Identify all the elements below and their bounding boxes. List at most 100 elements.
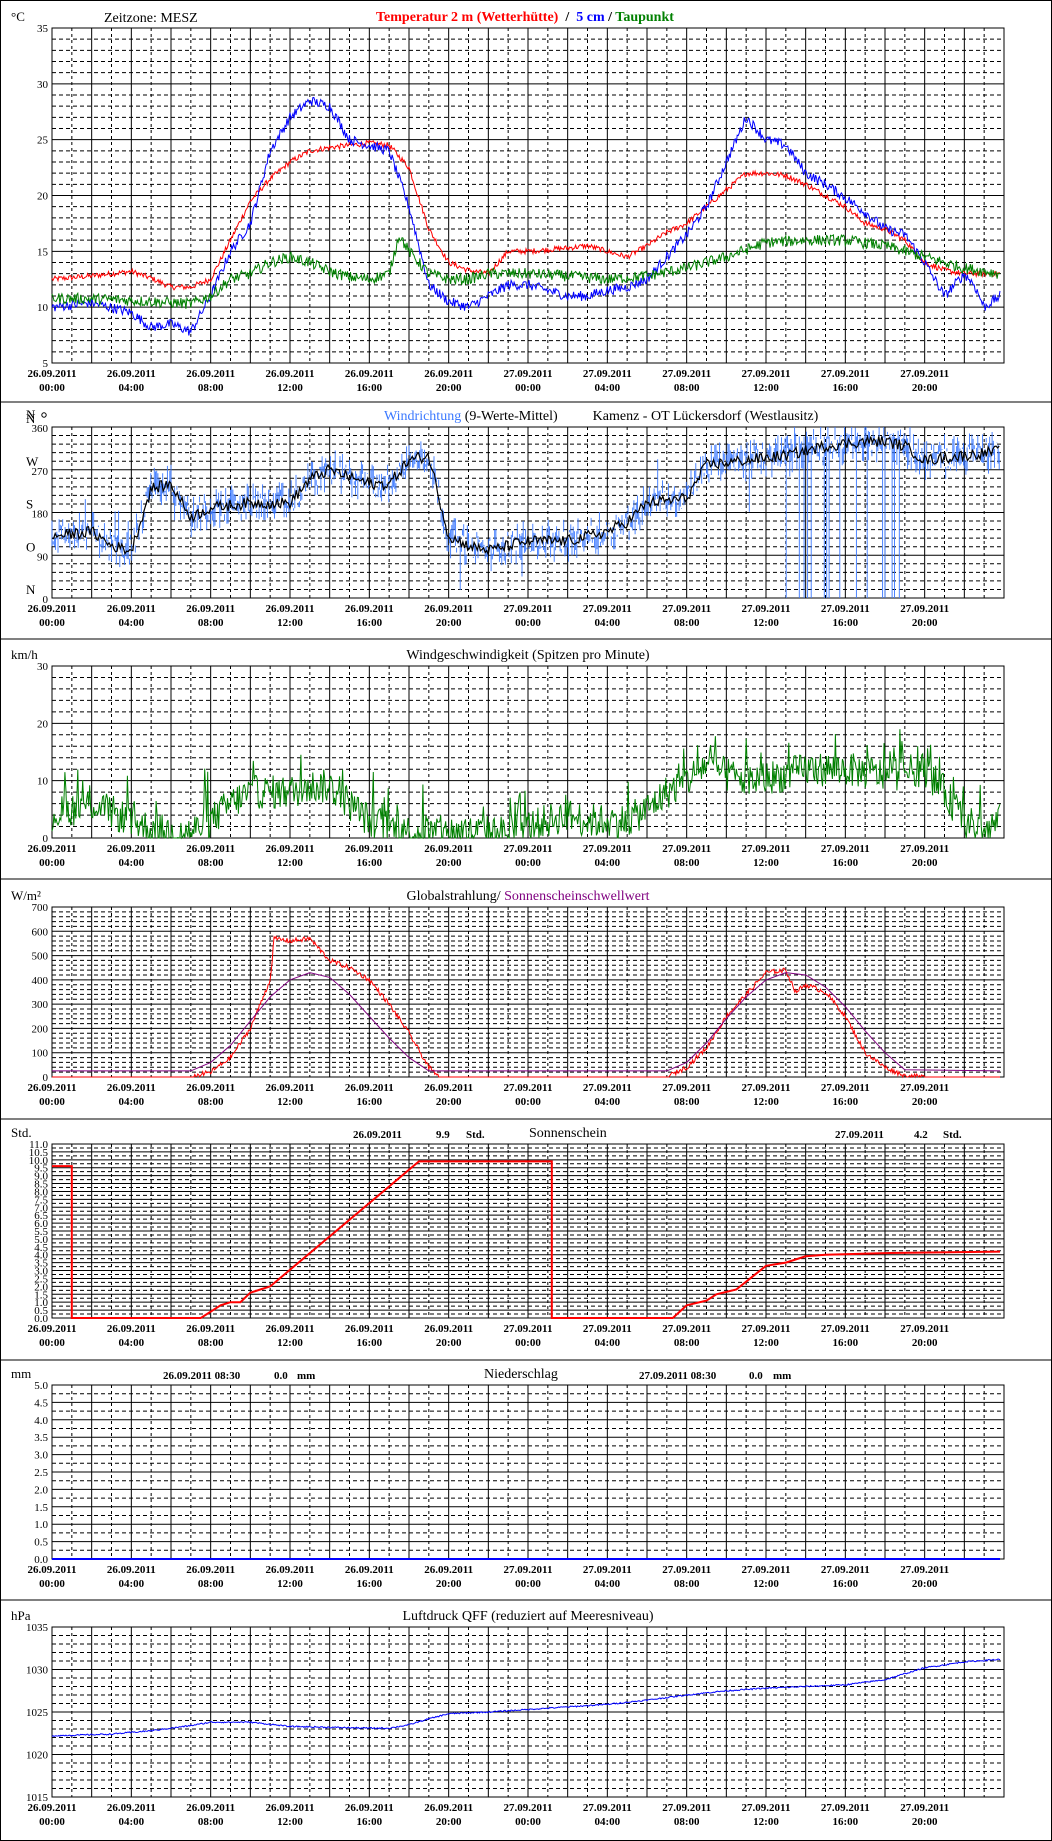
x-tick-time: 12:00 [753,617,779,629]
x-tick-time: 12:00 [277,1337,303,1349]
x-tick-time: 08:00 [198,1816,224,1828]
x-tick-time: 00:00 [515,617,541,629]
x-tick-date: 26.09.2011 [266,1802,315,1814]
y-tick-label: 4.5 [34,1397,48,1409]
x-tick-time: 08:00 [198,617,224,629]
north-label: N [26,407,36,422]
x-tick-time: 20:00 [912,382,938,394]
annotation-left: Std. [466,1129,485,1141]
x-tick-date: 27.09.2011 [742,1802,791,1814]
y-tick-label: 30 [37,79,49,91]
unit-label: °C [11,9,25,24]
x-tick-date: 27.09.2011 [662,1323,711,1335]
x-tick-date: 27.09.2011 [583,1323,632,1335]
x-tick-time: 04:00 [118,1337,144,1349]
title-part: Luftdruck QFF (reduziert auf Meeresnivea… [402,1609,653,1624]
annotation-right: 4.2 [914,1129,928,1141]
chart-temperature: 5 10 15 20 25 30 35 °C Zeitzone: MESZ Temperatur … [1,9,1051,403]
x-tick-date: 26.09.2011 [345,368,394,380]
x-tick-time: 20:00 [912,1096,938,1108]
x-tick-time: 16:00 [356,1337,382,1349]
x-tick-time: 12:00 [753,1337,779,1349]
x-tick-date: 26.09.2011 [186,1323,235,1335]
x-tick-time: 00:00 [515,857,541,869]
x-tick-time: 16:00 [832,1096,858,1108]
series-blue [51,1658,1001,1737]
x-tick-date: 26.09.2011 [107,1323,156,1335]
x-tick-time: 04:00 [118,382,144,394]
unit-label: mm [11,1366,31,1381]
x-tick-date: 26.09.2011 [107,1082,156,1094]
y-tick-label: 1.0 [34,1297,48,1309]
y-tick-label: 3.5 [34,1432,48,1444]
x-tick-time: 16:00 [356,1096,382,1108]
x-tick-date: 27.09.2011 [583,843,632,855]
y-tick-label: 8.5 [34,1179,48,1191]
y-tick-label: 0 [43,833,49,845]
series-mean [51,434,1000,557]
y-compass-label: W [26,454,39,469]
x-tick-date: 26.09.2011 [107,1564,156,1576]
x-tick-date: 27.09.2011 [742,603,791,615]
x-tick-date: 26.09.2011 [107,368,156,380]
x-tick-date: 26.09.2011 [186,1564,235,1576]
x-tick-time: 00:00 [39,1578,65,1590]
y-tick-label: 5.0 [34,1234,48,1246]
y-tick-label: 1.5 [34,1502,48,1514]
annotation-left: 0.0 [274,1370,288,1382]
x-tick-date: 26.09.2011 [424,843,473,855]
y-tick-label: 9.0 [34,1171,48,1183]
y-tick-label: 0.5 [34,1537,48,1549]
x-tick-date: 27.09.2011 [900,1564,949,1576]
x-tick-date: 27.09.2011 [821,1802,870,1814]
y-tick-label: 400 [32,975,49,987]
x-tick-date: 26.09.2011 [186,368,235,380]
y-tick-label: 3.0 [34,1450,48,1462]
x-tick-date: 27.09.2011 [900,1802,949,1814]
annotation-left: 26.09.2011 [353,1129,402,1141]
x-tick-date: 26.09.2011 [266,1082,315,1094]
x-tick-time: 08:00 [198,382,224,394]
x-tick-date: 26.09.2011 [186,603,235,615]
x-tick-date: 26.09.2011 [266,1323,315,1335]
title-part: Kamenz - OT Lückersdorf (Westlausitz) [558,409,819,424]
x-tick-date: 26.09.2011 [266,843,315,855]
y-tick-label: 7.5 [34,1194,48,1206]
chart-title: Windgeschwindigkeit (Spitzen pro Minute) [406,648,650,663]
x-tick-date: 26.09.2011 [424,1323,473,1335]
annotation-right: 0.0 [749,1370,763,1382]
y-tick-label: 270 [32,466,49,478]
x-tick-date: 27.09.2011 [900,368,949,380]
y-tick-label: 1.5 [34,1289,48,1301]
y-tick-label: 2.0 [34,1281,48,1293]
y-tick-label: 1035 [26,1622,49,1634]
y-tick-label: 1020 [26,1750,49,1762]
y-tick-label: 6.5 [34,1210,48,1222]
x-tick-date: 26.09.2011 [28,1564,77,1576]
x-tick-date: 27.09.2011 [742,1082,791,1094]
y-tick-label: 10 [37,302,49,314]
x-tick-time: 20:00 [912,857,938,869]
y-tick-label: 360 [32,423,49,435]
x-tick-time: 08:00 [674,1578,700,1590]
title-part: Sonnenscheinschwellwert [504,889,650,904]
unit-label: W/m² [11,888,41,903]
series-red [52,1160,1001,1319]
y-tick-label: 4.0 [34,1250,48,1262]
x-tick-time: 00:00 [39,1096,65,1108]
unit-label: hPa [11,1608,31,1623]
x-tick-date: 27.09.2011 [742,843,791,855]
title-part: Windgeschwindigkeit (Spitzen pro Minute) [406,648,650,663]
y-tick-label: 6.0 [34,1218,48,1230]
x-tick-date: 26.09.2011 [424,368,473,380]
x-tick-time: 16:00 [832,1816,858,1828]
x-tick-time: 16:00 [832,1578,858,1590]
x-tick-date: 27.09.2011 [504,1323,553,1335]
x-tick-time: 16:00 [832,857,858,869]
y-tick-label: 7.0 [34,1202,48,1214]
x-tick-time: 16:00 [356,1578,382,1590]
x-tick-time: 00:00 [39,382,65,394]
